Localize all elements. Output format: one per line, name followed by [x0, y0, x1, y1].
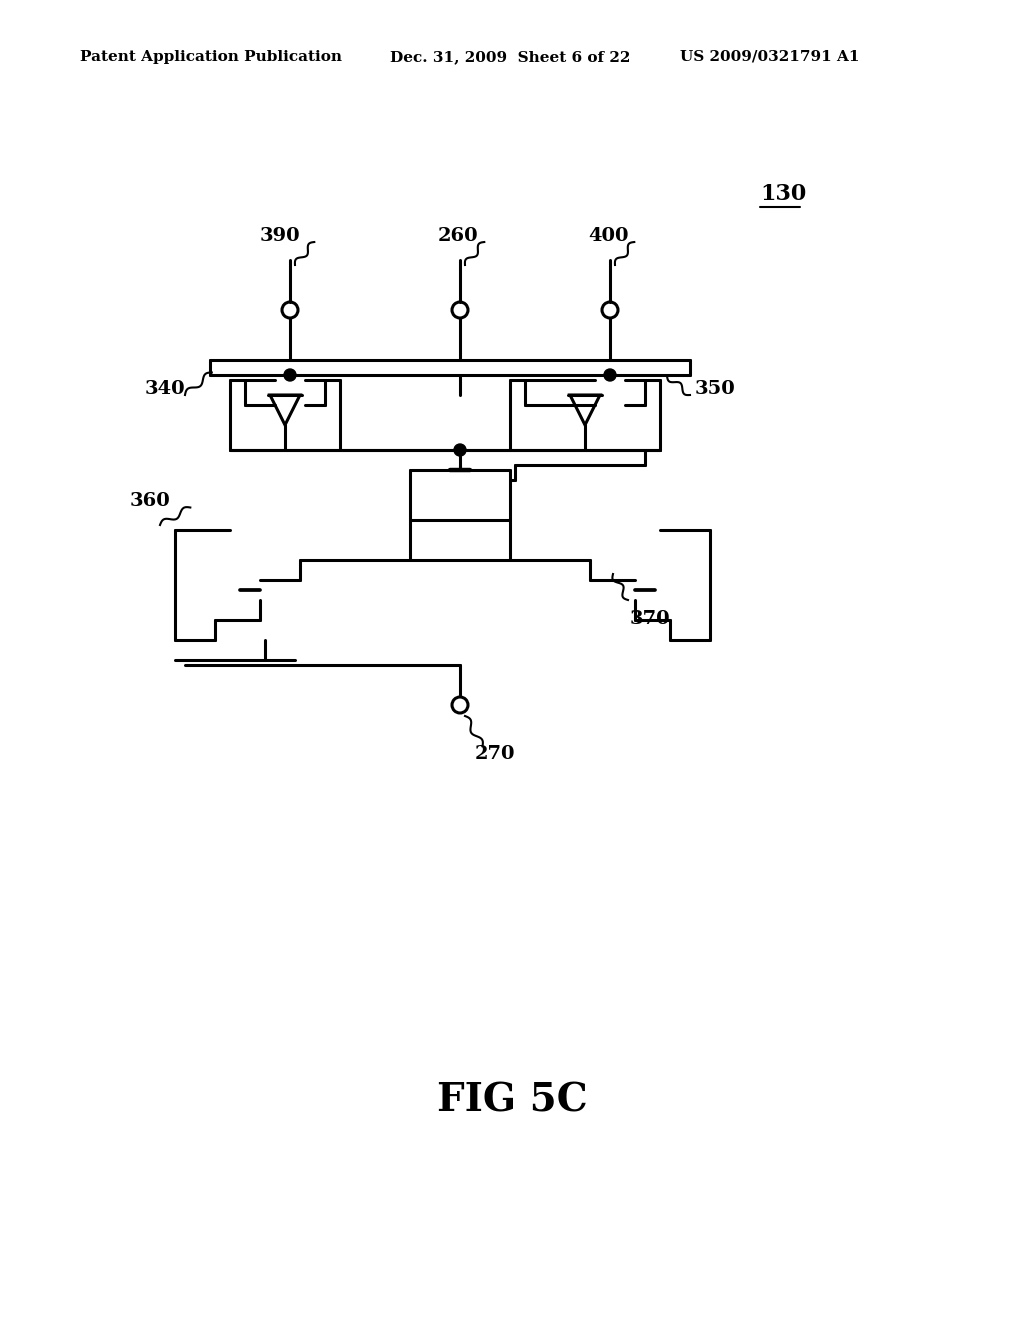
Text: 340: 340: [145, 380, 185, 399]
Text: Dec. 31, 2009  Sheet 6 of 22: Dec. 31, 2009 Sheet 6 of 22: [390, 50, 631, 63]
Circle shape: [454, 444, 466, 455]
Text: 260: 260: [438, 227, 478, 246]
Text: 360: 360: [130, 492, 171, 510]
Text: 390: 390: [260, 227, 301, 246]
Text: 400: 400: [588, 227, 629, 246]
Text: Patent Application Publication: Patent Application Publication: [80, 50, 342, 63]
Circle shape: [604, 370, 616, 381]
Text: 350: 350: [695, 380, 736, 399]
Text: 370: 370: [630, 610, 671, 628]
Text: US 2009/0321791 A1: US 2009/0321791 A1: [680, 50, 859, 63]
Text: FIG 5C: FIG 5C: [436, 1082, 588, 1119]
Text: 130: 130: [760, 183, 806, 205]
Text: 270: 270: [475, 744, 515, 763]
Circle shape: [284, 370, 296, 381]
